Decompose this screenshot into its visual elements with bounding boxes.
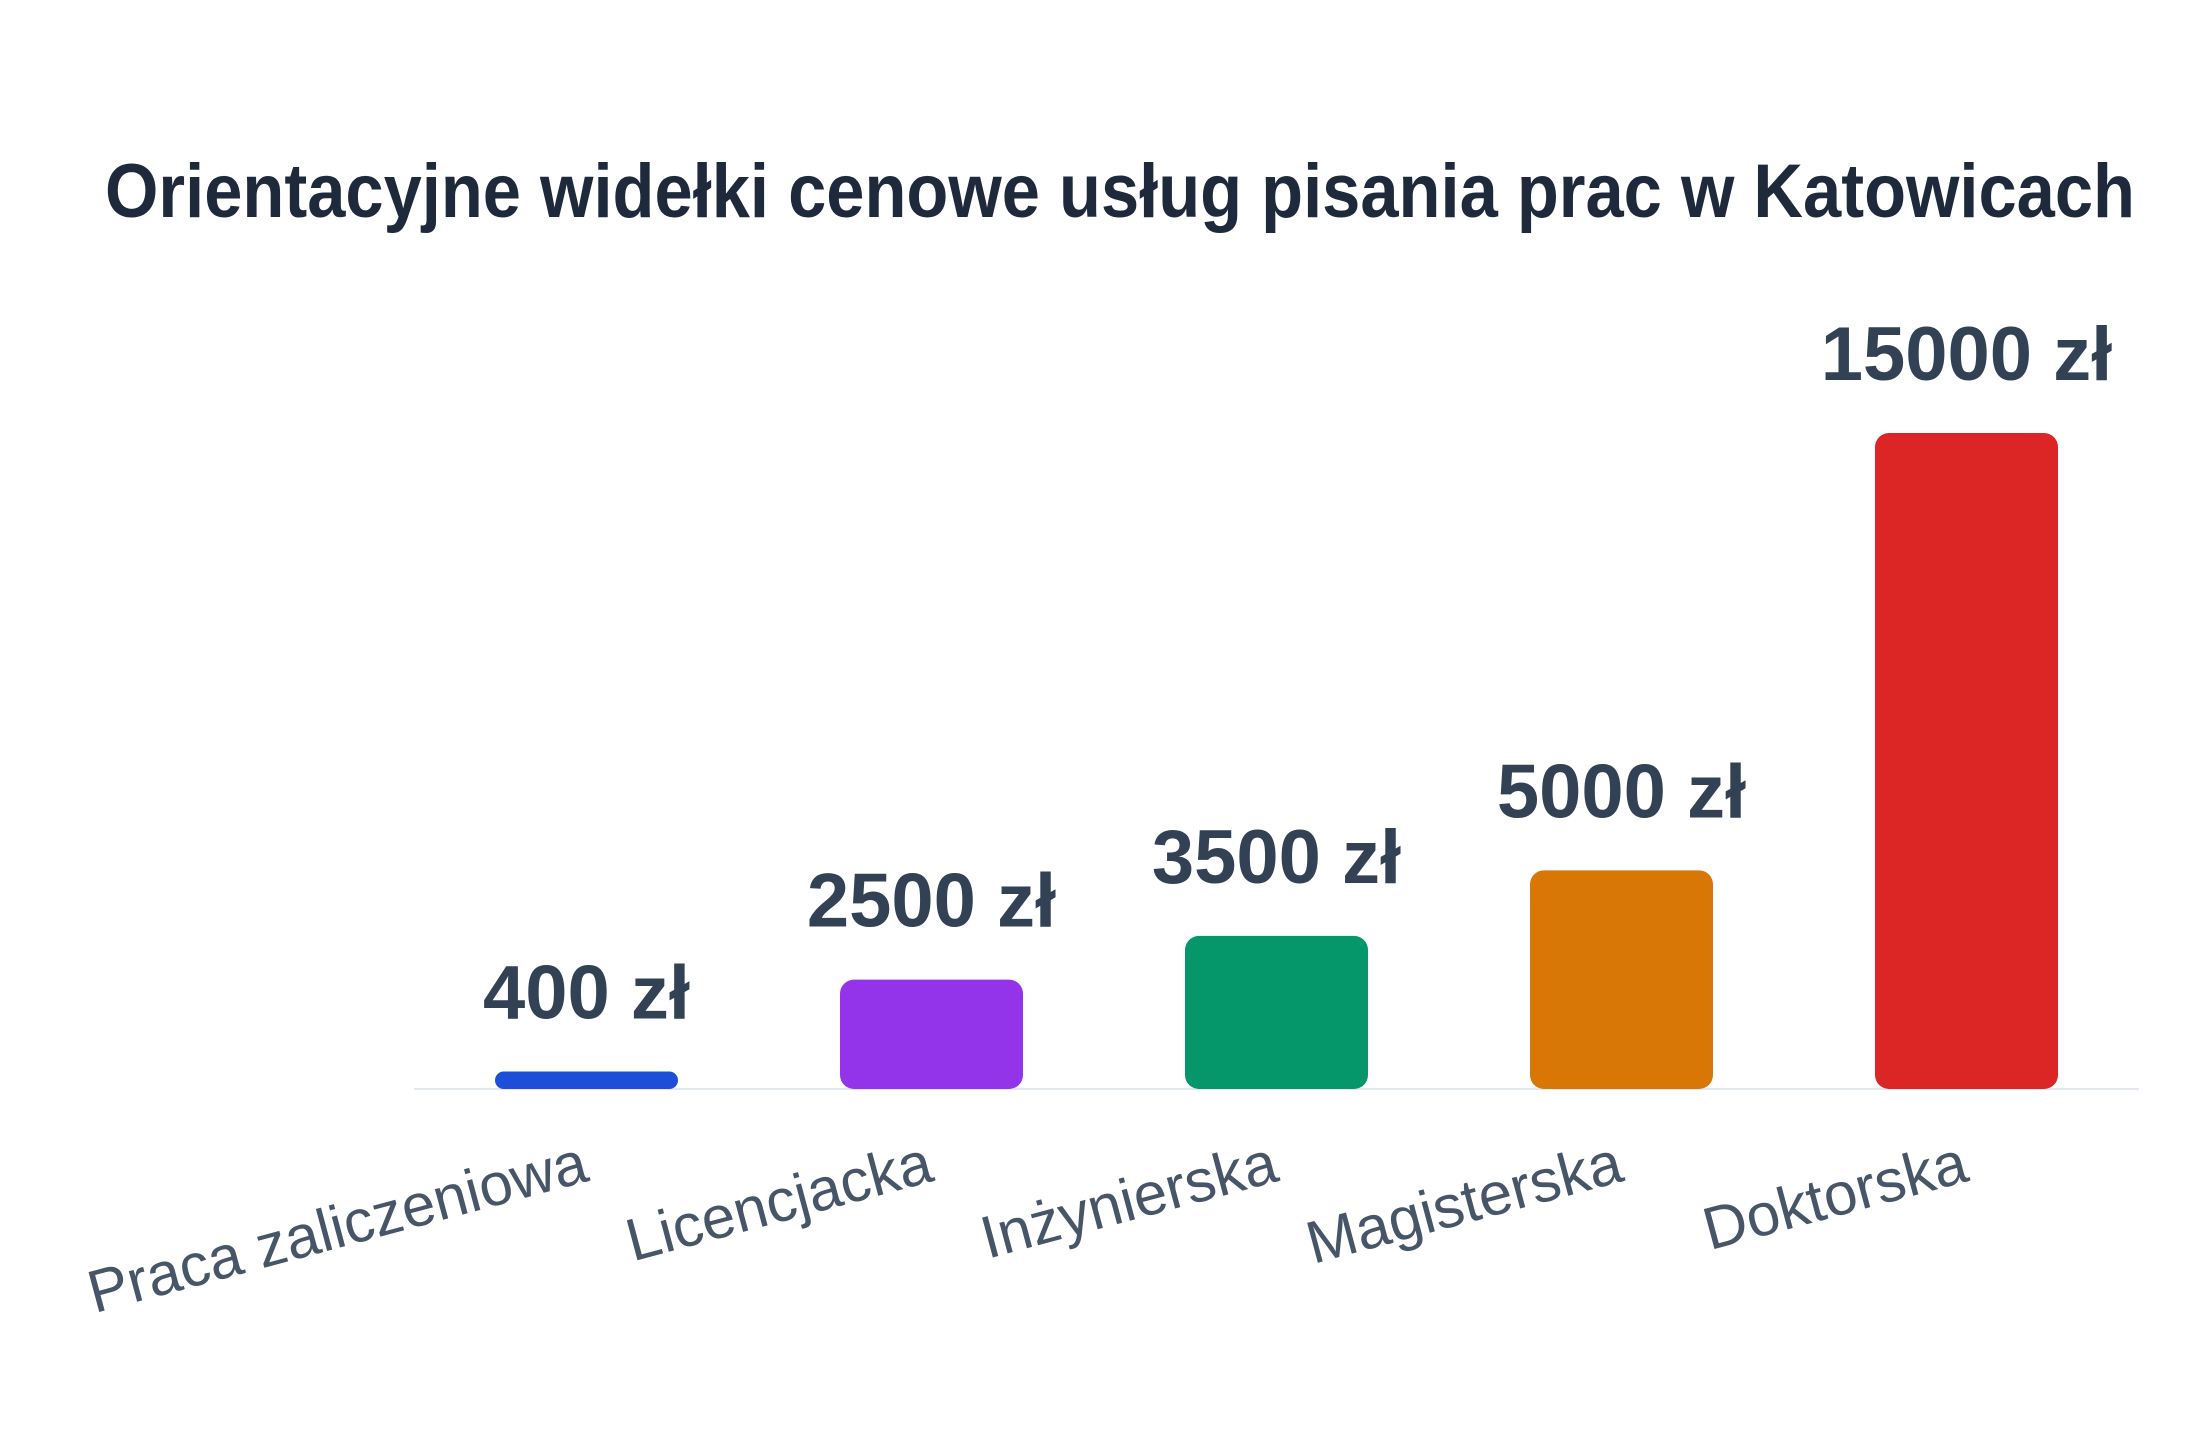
bar <box>1875 433 2058 1089</box>
bar <box>1185 935 1368 1089</box>
x-tick-label: Magisterska <box>1299 1128 1629 1277</box>
chart-title: Orientacyjne widełki cenowe usług pisani… <box>105 149 2135 234</box>
value-label: 2500 zł <box>807 859 1056 944</box>
x-tick-label: Praca zaliczeniowa <box>81 1128 595 1326</box>
x-tick-label: Licencjacka <box>619 1128 940 1274</box>
x-tick-label: Doktorska <box>1696 1128 1975 1263</box>
bar <box>495 1071 678 1089</box>
x-tick-label: Inżynierska <box>973 1128 1284 1271</box>
bar <box>840 979 1023 1089</box>
value-label: 400 zł <box>483 951 690 1036</box>
value-label: 5000 zł <box>1497 749 1746 834</box>
value-label: 15000 zł <box>1821 312 2113 397</box>
value-label: 3500 zł <box>1152 815 1401 900</box>
bar <box>1530 870 1713 1089</box>
